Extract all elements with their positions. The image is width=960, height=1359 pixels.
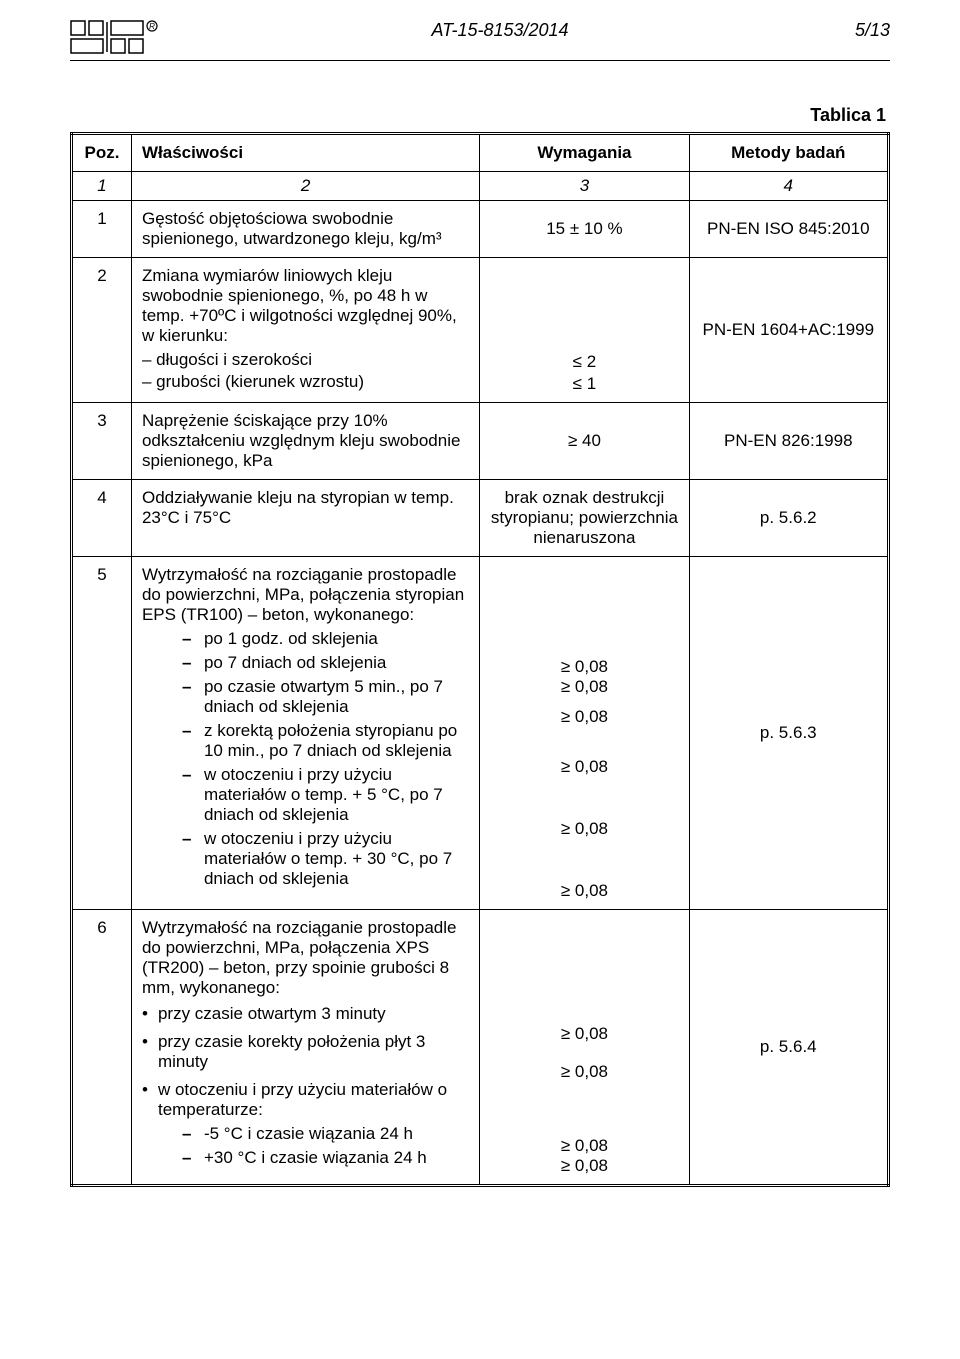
col-header-meth: Metody badań	[689, 134, 888, 172]
cell-prop: Wytrzymałość na rozciąganie prostopadle …	[131, 910, 479, 1186]
prop-intro: Zmiana wymiarów liniowych kleju swobodni…	[142, 266, 457, 345]
logo: R	[70, 20, 180, 54]
doc-reference: AT-15-8153/2014	[180, 20, 820, 41]
req-value: ≥ 0,08	[490, 657, 678, 677]
table-row: 3 Naprężenie ściskające przy 10% odkszta…	[72, 403, 889, 480]
cell-poz: 5	[72, 557, 132, 910]
req-value: ≤ 2	[490, 352, 678, 372]
req-value: ≥ 0,08	[490, 1136, 678, 1156]
prop-item: przy czasie korekty położenia płyt 3 min…	[142, 1032, 469, 1072]
table-row: 4 Oddziaływanie kleju na styropian w tem…	[72, 480, 889, 557]
prop-item: w otoczeniu i przy użyciu materiałów o t…	[142, 1080, 469, 1168]
table-row: 5 Wytrzymałość na rozciąganie prostopadl…	[72, 557, 889, 910]
cell-meth: p. 5.6.3	[689, 557, 888, 910]
prop-item: z korektą położenia styropianu po 10 min…	[182, 721, 469, 761]
cell-poz: 1	[72, 201, 132, 258]
req-value: ≥ 0,08	[490, 819, 678, 839]
cell-req: 15 ± 10 %	[480, 201, 689, 258]
req-value: ≥ 0,08	[490, 677, 678, 697]
table-row: 1 Gęstość objętościowa swobodnie spienio…	[72, 201, 889, 258]
prop-item: długości i szerokości	[142, 350, 469, 370]
prop-item: po 1 godz. od sklejenia	[182, 629, 469, 649]
cell-prop: Oddziaływanie kleju na styropian w temp.…	[131, 480, 479, 557]
logo-icon: R	[70, 20, 180, 54]
cell-poz: 2	[72, 258, 132, 403]
cell-prop: Wytrzymałość na rozciąganie prostopadle …	[131, 557, 479, 910]
col-header-poz: Poz.	[72, 134, 132, 172]
colnum-2: 2	[131, 172, 479, 201]
prop-intro: Wytrzymałość na rozciąganie prostopadle …	[142, 918, 457, 997]
table-row: 6 Wytrzymałość na rozciąganie prostopadl…	[72, 910, 889, 1186]
req-value: ≥ 0,08	[490, 1156, 678, 1176]
cell-prop: Naprężenie ściskające przy 10% odkształc…	[131, 403, 479, 480]
prop-item: w otoczeniu i przy użyciu materiałów o t…	[182, 829, 469, 889]
cell-meth: PN-EN 1604+AC:1999	[689, 258, 888, 403]
col-header-req: Wymagania	[480, 134, 689, 172]
prop-item: po 7 dniach od sklejenia	[182, 653, 469, 673]
cell-req: brak oznak destrukcji styropianu; powier…	[480, 480, 689, 557]
prop-item: grubości (kierunek wzrostu)	[142, 372, 469, 392]
header-divider	[70, 60, 890, 61]
cell-req: ≥ 40	[480, 403, 689, 480]
prop-sub-item: -5 °C i czasie wiązania 24 h	[182, 1124, 469, 1144]
cell-meth: PN-EN 826:1998	[689, 403, 888, 480]
prop-item: w otoczeniu i przy użyciu materiałów o t…	[182, 765, 469, 825]
cell-poz: 4	[72, 480, 132, 557]
table-header-row: Poz. Właściwości Wymagania Metody badań	[72, 134, 889, 172]
prop-item: przy czasie otwartym 3 minuty	[142, 1004, 469, 1024]
page-header: R AT-15-8153/2014 5/13	[70, 20, 890, 54]
colnum-1: 1	[72, 172, 132, 201]
cell-prop: Zmiana wymiarów liniowych kleju swobodni…	[131, 258, 479, 403]
properties-table: Poz. Właściwości Wymagania Metody badań …	[70, 132, 890, 1187]
prop-item: po czasie otwartym 5 min., po 7 dniach o…	[182, 677, 469, 717]
colnum-3: 3	[480, 172, 689, 201]
req-value: ≥ 0,08	[490, 707, 678, 727]
table-row: 2 Zmiana wymiarów liniowych kleju swobod…	[72, 258, 889, 403]
cell-poz: 6	[72, 910, 132, 1186]
req-value: ≥ 0,08	[490, 1062, 678, 1082]
column-number-row: 1 2 3 4	[72, 172, 889, 201]
prop-intro: Wytrzymałość na rozciąganie prostopadle …	[142, 565, 464, 624]
col-header-prop: Właściwości	[131, 134, 479, 172]
cell-req: ≥ 0,08 ≥ 0,08 ≥ 0,08 ≥ 0,08	[480, 910, 689, 1186]
prop-item-text: w otoczeniu i przy użyciu materiałów o t…	[158, 1080, 447, 1119]
cell-req: ≥ 0,08 ≥ 0,08 ≥ 0,08 ≥ 0,08 ≥ 0,08 ≥ 0,0…	[480, 557, 689, 910]
cell-poz: 3	[72, 403, 132, 480]
table-caption: Tablica 1	[70, 105, 890, 126]
req-value: ≤ 1	[490, 374, 678, 394]
cell-req: ≤ 2 ≤ 1	[480, 258, 689, 403]
cell-prop: Gęstość objętościowa swobodnie spienione…	[131, 201, 479, 258]
svg-text:R: R	[149, 22, 155, 31]
cell-meth: PN-EN ISO 845:2010	[689, 201, 888, 258]
prop-sub-item: +30 °C i czasie wiązania 24 h	[182, 1148, 469, 1168]
cell-meth: p. 5.6.2	[689, 480, 888, 557]
page-number: 5/13	[820, 20, 890, 41]
req-value: ≥ 0,08	[490, 881, 678, 901]
colnum-4: 4	[689, 172, 888, 201]
req-value: ≥ 0,08	[490, 1024, 678, 1044]
req-value: ≥ 0,08	[490, 757, 678, 777]
page-container: R AT-15-8153/2014 5/13 Tablica 1 Poz. Wł…	[0, 0, 960, 1217]
cell-meth: p. 5.6.4	[689, 910, 888, 1186]
